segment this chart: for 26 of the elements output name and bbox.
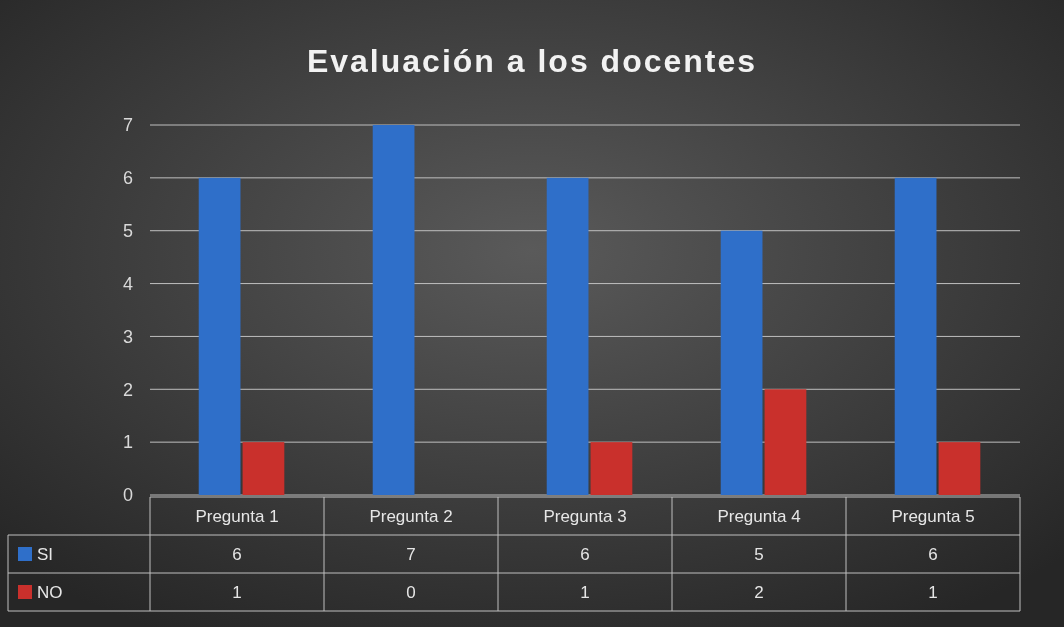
data-label: 5 [754, 544, 764, 564]
data-label: 2 [754, 582, 764, 602]
legend-label: NO [37, 582, 63, 602]
y-tick-label: 0 [122, 485, 134, 506]
y-tick-label: 5 [122, 221, 134, 242]
data-label: 1 [232, 582, 242, 602]
data-label: 6 [928, 544, 938, 564]
x-tick-label: Pregunta 2 [369, 506, 453, 526]
y-tick-label: 4 [122, 273, 134, 294]
data-label: 7 [406, 544, 416, 564]
y-tick-label: 3 [122, 326, 134, 347]
x-tick-label: Pregunta 3 [543, 506, 627, 526]
y-tick-label: 2 [122, 379, 134, 400]
legend-label: SI [37, 544, 54, 564]
y-tick-label: 7 [122, 115, 134, 136]
data-label: 1 [580, 582, 590, 602]
x-tick-label: Pregunta 1 [195, 506, 279, 526]
data-label: 1 [928, 582, 938, 602]
chart-title: Evaluación a los docentes [306, 43, 758, 79]
data-label: 6 [580, 544, 590, 564]
data-label: 6 [232, 544, 242, 564]
y-tick-label: 1 [122, 432, 134, 453]
x-tick-label: Pregunta 5 [891, 506, 975, 526]
y-tick-label: 6 [122, 168, 134, 189]
data-label: 0 [406, 582, 416, 602]
x-tick-label: Pregunta 4 [717, 506, 801, 526]
